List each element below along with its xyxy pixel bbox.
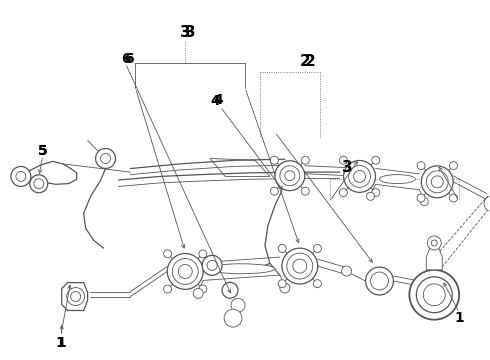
Circle shape bbox=[431, 240, 437, 246]
Text: 2: 2 bbox=[304, 54, 315, 69]
Circle shape bbox=[278, 280, 286, 288]
Circle shape bbox=[366, 267, 393, 295]
Circle shape bbox=[71, 292, 81, 302]
Circle shape bbox=[164, 250, 171, 258]
Circle shape bbox=[427, 236, 441, 250]
Polygon shape bbox=[426, 247, 442, 270]
Circle shape bbox=[207, 260, 217, 270]
Circle shape bbox=[372, 156, 380, 164]
Circle shape bbox=[282, 248, 318, 284]
Circle shape bbox=[178, 265, 192, 278]
Circle shape bbox=[96, 149, 116, 168]
Text: 4: 4 bbox=[213, 93, 223, 107]
Circle shape bbox=[301, 187, 309, 195]
Circle shape bbox=[370, 272, 389, 290]
Circle shape bbox=[270, 187, 278, 195]
Circle shape bbox=[199, 285, 207, 293]
Circle shape bbox=[301, 156, 309, 164]
Text: 2: 2 bbox=[299, 54, 310, 69]
Circle shape bbox=[287, 253, 313, 279]
Circle shape bbox=[372, 189, 380, 197]
Circle shape bbox=[426, 171, 448, 193]
Circle shape bbox=[484, 196, 490, 212]
Circle shape bbox=[275, 161, 305, 191]
Circle shape bbox=[280, 166, 300, 186]
Text: 1: 1 bbox=[57, 336, 67, 350]
Circle shape bbox=[348, 166, 370, 187]
Circle shape bbox=[172, 258, 198, 284]
Circle shape bbox=[409, 270, 459, 320]
Circle shape bbox=[199, 250, 207, 258]
Circle shape bbox=[224, 309, 242, 327]
Text: 5: 5 bbox=[38, 144, 48, 158]
Text: 1: 1 bbox=[454, 311, 464, 325]
Circle shape bbox=[100, 153, 111, 163]
Circle shape bbox=[278, 244, 286, 252]
Circle shape bbox=[340, 189, 347, 197]
Text: 6: 6 bbox=[123, 52, 133, 66]
Circle shape bbox=[417, 194, 425, 202]
Text: 3: 3 bbox=[180, 26, 191, 40]
Circle shape bbox=[167, 253, 203, 289]
Circle shape bbox=[342, 266, 352, 276]
Circle shape bbox=[293, 259, 307, 273]
Text: 3: 3 bbox=[343, 160, 353, 175]
Circle shape bbox=[417, 280, 425, 288]
Circle shape bbox=[449, 162, 458, 170]
Circle shape bbox=[67, 288, 85, 306]
Circle shape bbox=[343, 161, 375, 192]
Circle shape bbox=[340, 156, 347, 164]
Circle shape bbox=[367, 192, 374, 200]
Circle shape bbox=[34, 179, 44, 189]
Polygon shape bbox=[62, 283, 88, 310]
Text: 6: 6 bbox=[121, 52, 130, 66]
Circle shape bbox=[431, 176, 443, 188]
Circle shape bbox=[164, 285, 171, 293]
Ellipse shape bbox=[208, 264, 275, 274]
Circle shape bbox=[202, 255, 222, 275]
Circle shape bbox=[280, 283, 290, 293]
Text: 1: 1 bbox=[56, 336, 66, 350]
Circle shape bbox=[222, 282, 238, 298]
Circle shape bbox=[314, 244, 321, 252]
Circle shape bbox=[11, 166, 31, 186]
Circle shape bbox=[421, 166, 453, 198]
Circle shape bbox=[420, 198, 428, 206]
Circle shape bbox=[449, 194, 458, 202]
Circle shape bbox=[16, 171, 26, 181]
Circle shape bbox=[423, 284, 445, 306]
Circle shape bbox=[354, 170, 366, 183]
Circle shape bbox=[416, 277, 452, 313]
Circle shape bbox=[270, 156, 278, 164]
Circle shape bbox=[285, 171, 295, 181]
Text: 5: 5 bbox=[38, 144, 48, 158]
Circle shape bbox=[30, 175, 48, 193]
Circle shape bbox=[314, 280, 321, 288]
Circle shape bbox=[231, 298, 245, 312]
Circle shape bbox=[417, 162, 425, 170]
Circle shape bbox=[193, 288, 203, 298]
Text: 3: 3 bbox=[185, 26, 196, 40]
Ellipse shape bbox=[379, 175, 416, 184]
Text: 4: 4 bbox=[210, 94, 220, 108]
